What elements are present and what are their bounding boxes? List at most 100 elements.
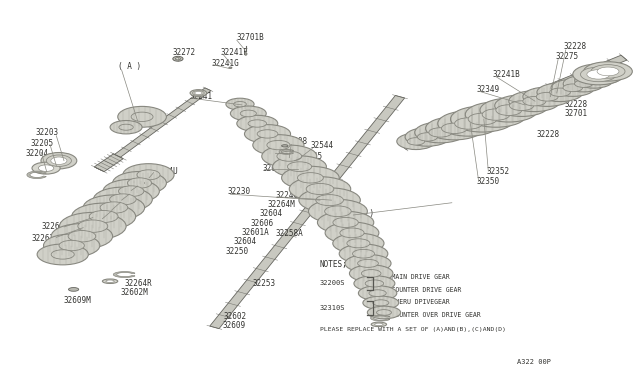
Ellipse shape [90, 211, 118, 222]
Text: 32701B: 32701B [237, 33, 264, 42]
Text: 32260: 32260 [141, 176, 164, 185]
Ellipse shape [468, 113, 497, 125]
Ellipse shape [68, 288, 79, 291]
Ellipse shape [333, 217, 358, 227]
Text: 32601B: 32601B [109, 204, 136, 213]
Text: 32350: 32350 [477, 177, 500, 186]
Text: 32228: 32228 [536, 130, 559, 139]
Text: (D) COUNTER OVER DRIVE GEAR: (D) COUNTER OVER DRIVE GEAR [376, 311, 481, 318]
Ellipse shape [584, 62, 632, 81]
Text: 32602M: 32602M [120, 288, 148, 296]
Text: NOTES;: NOTES; [320, 260, 348, 269]
Ellipse shape [509, 91, 560, 112]
Ellipse shape [237, 115, 278, 132]
Ellipse shape [51, 157, 67, 164]
Ellipse shape [190, 90, 207, 96]
Ellipse shape [38, 165, 54, 171]
Text: 32352: 32352 [486, 167, 509, 176]
Ellipse shape [306, 183, 334, 195]
Ellipse shape [585, 70, 621, 84]
Ellipse shape [32, 162, 60, 174]
Text: 32245: 32245 [300, 152, 323, 161]
Ellipse shape [354, 276, 395, 291]
Ellipse shape [118, 106, 166, 127]
Ellipse shape [308, 199, 367, 223]
Text: 32203: 32203 [35, 128, 58, 137]
Ellipse shape [369, 290, 386, 296]
Ellipse shape [405, 128, 450, 146]
Ellipse shape [340, 228, 364, 238]
Ellipse shape [482, 109, 510, 120]
Ellipse shape [103, 179, 159, 203]
Ellipse shape [347, 239, 370, 248]
Text: 32262: 32262 [42, 222, 65, 231]
Ellipse shape [244, 53, 247, 55]
Ellipse shape [299, 188, 360, 212]
Ellipse shape [587, 70, 610, 79]
Ellipse shape [362, 270, 381, 277]
Text: A322 00P: A322 00P [517, 359, 551, 365]
Ellipse shape [173, 57, 183, 61]
Text: 32272: 32272 [173, 48, 196, 57]
Ellipse shape [78, 220, 108, 232]
Text: 32604M: 32604M [99, 213, 127, 222]
Ellipse shape [68, 231, 96, 242]
Ellipse shape [325, 222, 379, 244]
Text: 32310S: 32310S [320, 305, 346, 311]
Text: 32241F: 32241F [221, 48, 248, 57]
Ellipse shape [93, 187, 152, 212]
Ellipse shape [426, 117, 483, 140]
Ellipse shape [324, 206, 351, 217]
Text: ( A ): ( A ) [118, 62, 141, 71]
Text: 32601A: 32601A [242, 228, 269, 237]
Ellipse shape [240, 110, 257, 117]
Ellipse shape [109, 194, 136, 205]
Ellipse shape [253, 135, 304, 155]
Text: 32264R: 32264R [125, 279, 152, 288]
Ellipse shape [371, 322, 387, 327]
Ellipse shape [100, 202, 128, 213]
Ellipse shape [595, 74, 611, 80]
Ellipse shape [550, 88, 570, 96]
Text: 32609M: 32609M [64, 296, 92, 305]
Ellipse shape [586, 77, 603, 84]
Text: (B) COUNTER DRIVE GEAR: (B) COUNTER DRIVE GEAR [376, 287, 461, 294]
Text: 32241G: 32241G [211, 59, 239, 68]
Ellipse shape [244, 125, 291, 143]
Ellipse shape [397, 133, 435, 150]
Ellipse shape [317, 211, 374, 234]
Ellipse shape [594, 67, 627, 80]
Ellipse shape [193, 91, 204, 95]
Text: 32230: 32230 [227, 187, 250, 196]
Ellipse shape [267, 140, 290, 150]
Text: 32253: 32253 [253, 279, 276, 288]
Ellipse shape [603, 71, 618, 77]
Ellipse shape [451, 106, 515, 132]
Ellipse shape [113, 171, 166, 195]
Ellipse shape [408, 138, 425, 145]
Text: 32604: 32604 [234, 237, 257, 246]
Ellipse shape [119, 124, 133, 130]
Text: 32602N: 32602N [274, 146, 301, 155]
Ellipse shape [273, 156, 326, 177]
Text: 32349: 32349 [477, 85, 500, 94]
Text: 32204: 32204 [26, 149, 49, 158]
Ellipse shape [573, 64, 624, 85]
Ellipse shape [495, 95, 548, 116]
Ellipse shape [51, 250, 74, 259]
Ellipse shape [257, 130, 278, 138]
Ellipse shape [175, 58, 180, 60]
Ellipse shape [509, 101, 534, 110]
Ellipse shape [248, 120, 266, 127]
Ellipse shape [575, 80, 593, 87]
Polygon shape [400, 55, 627, 150]
Text: 32544: 32544 [310, 141, 333, 150]
Ellipse shape [282, 145, 288, 147]
Polygon shape [113, 272, 135, 278]
Polygon shape [94, 154, 124, 172]
Ellipse shape [333, 233, 384, 253]
Ellipse shape [429, 128, 452, 137]
Ellipse shape [591, 65, 625, 78]
Text: ( C ): ( C ) [351, 209, 374, 218]
Polygon shape [371, 315, 390, 321]
